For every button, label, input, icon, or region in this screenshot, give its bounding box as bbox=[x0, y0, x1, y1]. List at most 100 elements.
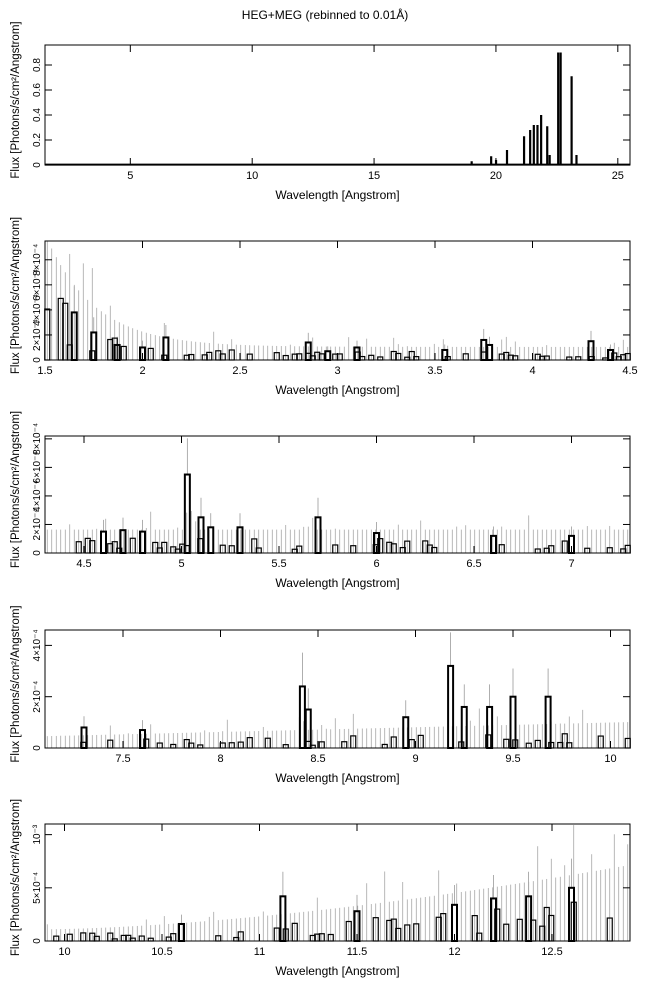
panel-3: 4.5 5 5.5 6 6.5 7 0 2×10⁻⁴4×10⁻⁴6×10⁻⁴8×10⁻⁴ Wav… bbox=[10, 411, 631, 590]
y-tick-label: 5×10⁻⁴ bbox=[32, 872, 43, 904]
x-tick-label: 4 bbox=[529, 365, 535, 377]
y-axis-label: Flux [Photons/s/cm²/Angstrom] bbox=[10, 605, 22, 762]
flux-peak bbox=[490, 897, 497, 942]
flux-peak bbox=[324, 350, 332, 361]
flux-peak bbox=[486, 705, 494, 750]
flux-peak bbox=[529, 130, 532, 165]
flux-peak bbox=[353, 346, 361, 362]
x-tick-label: 3 bbox=[334, 365, 340, 377]
flux-peak bbox=[607, 348, 614, 361]
error-bars bbox=[46, 241, 629, 360]
flux-peak bbox=[236, 526, 244, 555]
x-axis-label: Wavelength [Angstrom] bbox=[275, 188, 399, 202]
flux-peak bbox=[314, 516, 322, 555]
error-bars bbox=[46, 825, 629, 941]
panel-2: 1.5 2 2.5 3 3.5 4 4.5 0 2×10⁻⁴4×10⁻⁴6×10⁻⁴8×10⁻⁴… bbox=[10, 217, 638, 397]
x-tick-label: 6 bbox=[373, 558, 379, 570]
flux-peak bbox=[522, 136, 526, 165]
flux-peak bbox=[470, 161, 473, 165]
y-tick-label: 0 bbox=[32, 938, 43, 944]
y-tick-label: 0 bbox=[32, 550, 43, 556]
x-tick-label: 20 bbox=[490, 170, 502, 182]
x-tick-label: 10 bbox=[604, 753, 616, 765]
x-tick-label: 5.5 bbox=[271, 558, 286, 570]
flux-peak bbox=[490, 156, 493, 165]
flux-peak bbox=[540, 115, 543, 165]
x-tick-label: 15 bbox=[368, 170, 380, 182]
plot-frame bbox=[44, 435, 631, 554]
x-tick-label: 11.5 bbox=[347, 946, 368, 958]
y-tick-label: 10⁻³ bbox=[32, 824, 43, 844]
x-tick-label: 1.5 bbox=[37, 365, 52, 377]
y-tick-label: 0.2 bbox=[32, 133, 43, 147]
x-tick-label: 5 bbox=[178, 558, 184, 570]
x-tick-label: 12.5 bbox=[541, 946, 562, 958]
y-tick-label: 0.8 bbox=[32, 58, 43, 72]
plot-frame bbox=[44, 823, 631, 942]
flux-peak bbox=[402, 716, 410, 750]
flux-peak bbox=[532, 125, 535, 165]
plot-frame bbox=[44, 44, 631, 166]
y-tick-label: 2×10⁻⁴ bbox=[32, 681, 43, 713]
flux-peak bbox=[570, 76, 573, 165]
flux-peak bbox=[90, 331, 98, 362]
flux-peak bbox=[548, 155, 551, 165]
y-tick-label: 0 bbox=[32, 357, 43, 363]
x-tick-label: 12 bbox=[448, 946, 460, 958]
flux-peak bbox=[197, 516, 205, 555]
flux-peak bbox=[559, 52, 562, 165]
flux-peak bbox=[139, 729, 146, 749]
flux-peak bbox=[575, 155, 578, 165]
y-tick-label: 0.4 bbox=[32, 108, 43, 122]
flux-peak bbox=[536, 125, 539, 165]
x-axis-label: Wavelength [Angstrom] bbox=[275, 771, 399, 785]
flux-peak bbox=[546, 126, 549, 165]
flux-peak bbox=[447, 664, 455, 749]
x-tick-label: 5 bbox=[127, 170, 133, 182]
y-tick-label: 2×10⁻⁴ bbox=[32, 508, 43, 540]
y-tick-label: 6×10⁻⁴ bbox=[32, 451, 43, 483]
flux-peak bbox=[207, 526, 215, 555]
flux-peak bbox=[162, 336, 170, 362]
error-bars bbox=[46, 438, 629, 553]
x-tick-label: 8 bbox=[217, 753, 223, 765]
y-tick-label: 4×10⁻⁴ bbox=[32, 629, 43, 661]
y-axis-label: Flux [Photons/s/cm²/Angstrom] bbox=[10, 217, 22, 374]
flux-peak bbox=[486, 343, 494, 361]
x-tick-label: 3.5 bbox=[427, 365, 442, 377]
flux-peak bbox=[80, 726, 88, 750]
y-axis-label: Flux [Photons/s/cm²/Angstrom] bbox=[10, 799, 22, 956]
x-tick-label: 10 bbox=[246, 170, 258, 182]
page-title: HEG+MEG (rebinned to 0.01Å) bbox=[241, 8, 409, 22]
flux-peak bbox=[119, 529, 127, 554]
y-axis-label: Flux [Photons/s/cm²/Angstrom] bbox=[10, 21, 22, 178]
flux-peak bbox=[178, 922, 185, 942]
y-tick-label: 8×10⁻⁴ bbox=[32, 244, 43, 276]
x-tick-label: 8.5 bbox=[310, 753, 325, 765]
flux-peak bbox=[557, 52, 560, 165]
x-tick-label: 2.5 bbox=[232, 365, 247, 377]
y-tick-label: 2×10⁻⁴ bbox=[32, 319, 43, 351]
y-tick-label: 8×10⁻⁴ bbox=[32, 423, 43, 455]
x-tick-label: 9 bbox=[412, 753, 418, 765]
flux-peak bbox=[183, 473, 191, 554]
flux-peak bbox=[505, 150, 509, 165]
x-tick-label: 11 bbox=[254, 946, 265, 958]
y-axis-label: Flux [Photons/s/cm²/Angstrom] bbox=[10, 411, 22, 568]
flux-peak bbox=[298, 685, 306, 749]
y-tick-label: 0 bbox=[32, 162, 43, 168]
panel-1: 5 10 15 20 25 0 0.2 0.4 0.6 0.8 Wavelength [Angstr… bbox=[10, 21, 631, 202]
x-tick-label: 10.5 bbox=[151, 946, 172, 958]
y-tick-label: 4×10⁻⁴ bbox=[32, 294, 43, 326]
error-bars bbox=[46, 632, 629, 748]
x-tick-label: 2 bbox=[139, 365, 145, 377]
x-axis-label: Wavelength [Angstrom] bbox=[275, 383, 399, 397]
y-tick-label: 0.6 bbox=[32, 83, 43, 97]
x-tick-label: 4.5 bbox=[76, 558, 91, 570]
flux-peak bbox=[139, 530, 146, 554]
x-tick-label: 25 bbox=[612, 170, 624, 182]
y-tick-label: 6×10⁻⁴ bbox=[32, 269, 43, 301]
y-tick-label: 4×10⁻⁴ bbox=[32, 480, 43, 512]
panel-5: 10 10.5 11 11.5 12 12.5 0 5×10⁻⁴ 10⁻³ Wavelength … bbox=[10, 799, 631, 978]
